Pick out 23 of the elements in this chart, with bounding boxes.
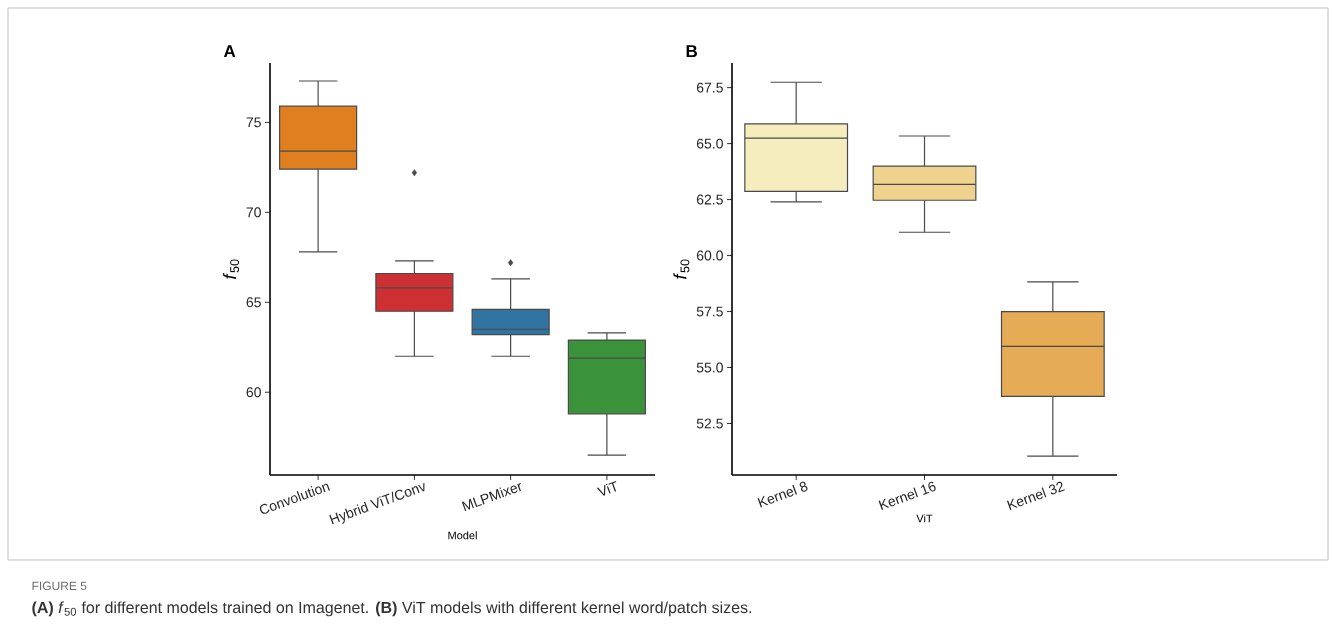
y-tick-label: 57.5 bbox=[696, 306, 723, 317]
y-axis-title: f$_{50}$ bbox=[673, 259, 690, 279]
x-tick-label: ViT bbox=[596, 481, 617, 496]
y-tick-label: 65 bbox=[246, 297, 261, 308]
y-axis-title: f$_{50}$ bbox=[223, 259, 240, 279]
x-tick-label: Kernel 32 bbox=[1006, 481, 1065, 511]
chart-title: A bbox=[223, 45, 236, 57]
x-axis-title: ViT bbox=[916, 514, 933, 523]
x-tick-label: Kernel 16 bbox=[878, 481, 936, 511]
y-tick-label: 70 bbox=[246, 207, 261, 218]
y-tick-label: 67.5 bbox=[696, 82, 723, 93]
text: (A) f$_{50}$ for different models trained on Imagenet. (B) ViT models with different kernel word/patch sizes. bbox=[32, 601, 752, 617]
y-tick-label: 65.0 bbox=[696, 138, 723, 149]
y-tick-label: 52.5 bbox=[696, 418, 723, 429]
y-tick-label: 75 bbox=[246, 117, 261, 128]
y-tick-label: 62.5 bbox=[696, 194, 723, 205]
y-tick-label: 55.0 bbox=[696, 362, 723, 373]
chart-title: B bbox=[686, 45, 697, 57]
y-tick-label: 60.0 bbox=[696, 250, 723, 261]
x-tick-label: Kernel 8 bbox=[757, 481, 808, 508]
caption: FIGURE 5 bbox=[32, 581, 87, 591]
x-axis-title: Model bbox=[448, 531, 477, 540]
y-tick-label: 60 bbox=[246, 387, 261, 398]
